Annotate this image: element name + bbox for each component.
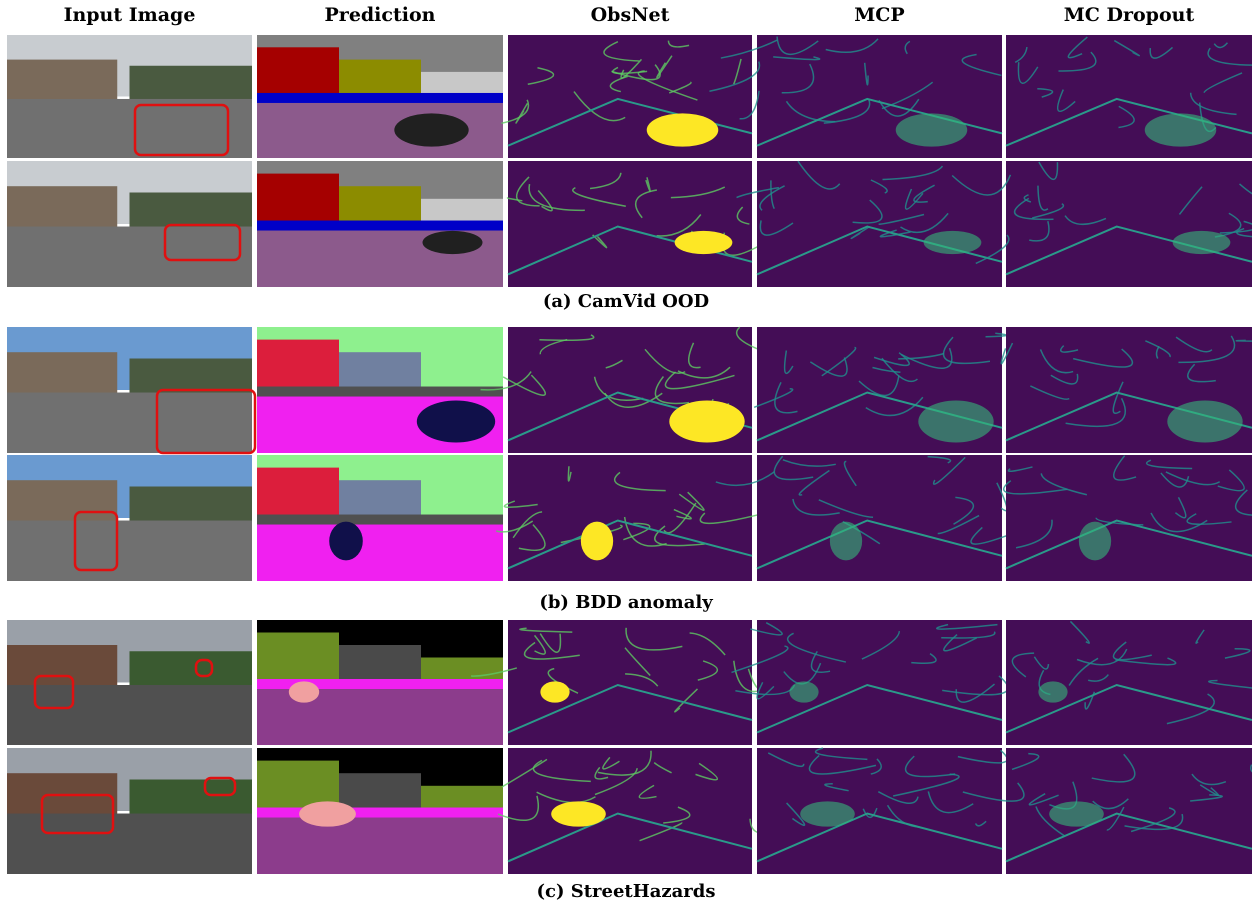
uncertainty-blob (1145, 113, 1217, 146)
heatmap-bg (757, 620, 1002, 745)
object (423, 231, 483, 254)
image-cell (7, 327, 255, 453)
trees (130, 66, 253, 103)
figure: Input Image Prediction ObsNet MCP MC Dro… (0, 0, 1252, 908)
object (417, 401, 495, 443)
caption: (c) StreetHazards (0, 881, 1252, 902)
image-cell (716, 455, 1012, 581)
buildings (7, 60, 117, 103)
road (7, 393, 252, 453)
sidewalk (257, 808, 503, 818)
image-cell (508, 161, 761, 287)
heatmap-bg (1006, 620, 1252, 745)
image-cell (1004, 455, 1252, 581)
uncertainty-blob (1173, 231, 1231, 254)
image-cell (963, 748, 1252, 874)
image-cell (754, 327, 1006, 453)
uncertainty-blob (540, 681, 569, 702)
uncertainty-blob (1049, 801, 1104, 826)
image-cell (471, 620, 767, 745)
object (329, 522, 363, 561)
trees (130, 780, 253, 818)
sidewalk (257, 93, 503, 103)
image-cell (7, 161, 252, 287)
heatmap-bg (508, 455, 752, 581)
sidewalk (257, 221, 503, 231)
image-grid (0, 0, 1252, 880)
sidewalk (257, 515, 503, 525)
object (289, 681, 319, 702)
image-cell (257, 620, 503, 745)
image-cell (7, 35, 252, 158)
image-cell (501, 35, 752, 158)
road (7, 814, 252, 874)
uncertainty-blob (581, 522, 613, 561)
uncertainty-blob (924, 231, 982, 254)
image-cell (481, 327, 780, 453)
road (7, 99, 252, 158)
heatmap-bg (1006, 161, 1252, 287)
edge (1236, 340, 1252, 341)
road (257, 516, 503, 581)
image-cell (709, 35, 1002, 158)
uncertainty-blob (789, 681, 818, 702)
uncertainty-blob (647, 113, 719, 146)
sidewalk (257, 387, 503, 397)
uncertainty-blob (675, 231, 733, 254)
heatmap-bg (757, 455, 1002, 581)
object (299, 801, 356, 826)
heatmap-bg (508, 620, 752, 745)
uncertainty-blob (551, 801, 606, 826)
image-cell (757, 748, 1007, 874)
image-cell (1006, 35, 1252, 158)
uncertainty-blob (896, 113, 968, 146)
image-cell (257, 748, 503, 874)
buildings (7, 645, 117, 689)
object (394, 113, 468, 146)
uncertainty-blob (1038, 681, 1067, 702)
buildings (7, 352, 117, 396)
image-cell (7, 620, 252, 745)
image-cell (731, 620, 1007, 745)
uncertainty-blob (1079, 522, 1111, 561)
image-cell (257, 35, 503, 158)
uncertainty-blob (669, 401, 744, 443)
road (7, 685, 252, 745)
heatmap-bg (508, 748, 752, 874)
road (7, 521, 252, 581)
buildings (7, 186, 117, 230)
uncertainty-blob (918, 401, 993, 443)
road (257, 809, 503, 874)
image-cell (257, 327, 503, 453)
image-cell (7, 748, 252, 874)
image-cell (7, 455, 252, 581)
uncertainty-blob (830, 522, 862, 561)
image-cell (257, 455, 503, 581)
road (257, 222, 503, 287)
uncertainty-blob (1167, 401, 1242, 443)
image-cell (498, 748, 783, 874)
trees (130, 487, 253, 525)
buildings (7, 480, 117, 524)
image-cell (257, 161, 503, 287)
image-cell (737, 161, 1002, 287)
image-cell (1006, 620, 1252, 745)
image-cell (496, 455, 763, 581)
trees (130, 651, 253, 689)
heatmap-bg (1006, 748, 1252, 874)
heatmap-bg (508, 35, 752, 158)
road (7, 227, 252, 287)
uncertainty-blob (800, 801, 855, 826)
image-cell (1001, 327, 1252, 453)
heatmap-bg (1006, 455, 1252, 581)
heatmap-bg (508, 161, 752, 287)
